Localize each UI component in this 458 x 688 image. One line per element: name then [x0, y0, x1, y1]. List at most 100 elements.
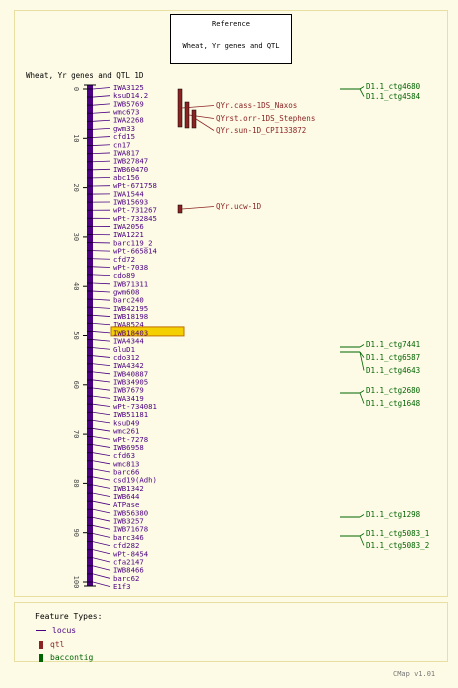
locus-connector	[92, 460, 111, 465]
locus-label: wmc813	[113, 459, 139, 468]
legend-swatch	[36, 630, 46, 631]
locus-label: cfd72	[113, 255, 135, 264]
contig-label: D1.1_ctg5083_2	[366, 541, 429, 550]
locus-label: cfd63	[113, 451, 135, 460]
locus-connector	[92, 111, 111, 114]
contig-label: D1.1_ctg7441	[366, 340, 420, 349]
locus-label: abc156	[113, 173, 139, 182]
map-panel	[14, 10, 448, 597]
locus-label: gwm33	[113, 124, 135, 133]
locus-label: cfd282	[113, 541, 139, 550]
locus-label: IWA3125	[113, 83, 144, 92]
contig-label: D1.1_ctg6587	[366, 353, 420, 362]
locus-label: cfa2147	[113, 557, 144, 566]
locus-label: IWB51181	[113, 410, 148, 419]
locus-label: IWB15693	[113, 198, 148, 207]
locus-label: IWA1221	[113, 230, 144, 239]
qtl-bar	[191, 109, 197, 129]
locus-connector	[92, 160, 111, 163]
locus-connector	[92, 565, 111, 571]
locus-label: csd19(Adh)	[113, 476, 157, 485]
axis-tick-label: 80	[72, 479, 80, 487]
locus-connector	[92, 355, 111, 358]
locus-label: IWB18198	[113, 312, 148, 321]
locus-connector	[92, 395, 111, 399]
locus-connector	[92, 298, 111, 301]
locus-label: IWA2056	[113, 222, 144, 231]
locus-connector	[92, 516, 111, 522]
reference-box: Reference Wheat, Yr genes and QTL	[170, 14, 292, 64]
locus-label: IWA2268	[113, 116, 144, 125]
locus-label: barc346	[113, 533, 144, 542]
qtl-connector	[181, 206, 215, 210]
locus-connector	[92, 144, 111, 146]
qtl-bar	[184, 101, 190, 129]
locus-connector	[92, 581, 111, 587]
locus-connector	[92, 573, 111, 579]
legend-title: Feature Types:	[35, 612, 103, 621]
locus-label: wPt-731267	[113, 206, 157, 215]
locus-label: wPt-8454	[113, 549, 149, 558]
locus-connector	[92, 557, 111, 563]
locus-label: IWA4342	[113, 361, 144, 370]
qtl-connector	[195, 118, 215, 131]
locus-connector	[92, 306, 111, 309]
qtl-bar	[177, 204, 183, 214]
qtl-label: QYr.cass-1DS_Naxos	[216, 101, 297, 110]
locus-connector	[92, 508, 111, 514]
locus-connector	[92, 468, 111, 473]
map-title: Wheat, Yr genes and QTL 1D	[26, 71, 144, 80]
locus-label: barc66	[113, 467, 139, 476]
locus-connector	[92, 322, 111, 326]
locus-connector	[92, 258, 111, 260]
locus-connector	[92, 274, 111, 277]
legend-item-locus: locus	[36, 626, 76, 635]
locus-connector	[92, 444, 111, 448]
reference-label: Reference	[212, 20, 250, 28]
axis-tick-label: 50	[72, 331, 80, 339]
locus-connector	[92, 387, 111, 391]
axis-tick-label: 10	[72, 134, 80, 142]
qtl-label: QYr.ucw-1D	[216, 202, 262, 211]
contig-label: D1.1_ctg4643	[366, 366, 420, 375]
qtl-label: QYrst.orr-1DS_Stephens	[216, 114, 315, 123]
locus-connector	[92, 152, 111, 155]
chromosome-bar	[87, 85, 93, 586]
axis-tick-label: 70	[72, 430, 80, 438]
contig-label: D1.1_ctg1298	[366, 510, 421, 519]
locus-connector	[92, 119, 111, 122]
locus-connector	[92, 168, 111, 171]
locus-label: IWB71678	[113, 525, 148, 534]
locus-connector	[92, 371, 111, 375]
contig-label: D1.1_ctg1648	[366, 399, 421, 408]
legend-swatch	[39, 653, 43, 662]
locus-connector	[92, 452, 111, 457]
contig-label: D1.1_ctg4680	[366, 82, 421, 91]
locus-label: wmc673	[113, 108, 139, 117]
locus-label: wmc261	[113, 427, 139, 436]
locus-connector	[92, 290, 111, 293]
locus-connector	[92, 379, 111, 383]
locus-label: IWB56380	[113, 508, 148, 517]
locus-connector	[92, 87, 111, 90]
contig-connector	[359, 351, 365, 358]
locus-label: wPt-665814	[113, 247, 158, 256]
locus-connector	[92, 541, 111, 546]
axis-tick-label: 20	[72, 183, 80, 191]
legend-item-baccontig: baccontig	[36, 653, 93, 662]
contig-label: D1.1_ctg5083_1	[366, 529, 429, 538]
axis-tick-label: 0	[72, 87, 80, 91]
reference-title: Wheat, Yr genes and QTL	[182, 42, 280, 50]
locus-label: wPt-7278	[113, 435, 148, 444]
locus-connector	[92, 403, 111, 407]
axis-tick-label: 40	[72, 282, 80, 290]
locus-connector	[92, 103, 111, 106]
locus-connector	[92, 428, 111, 432]
cmap-version: CMap v1.01	[393, 670, 436, 678]
locus-label: GluD1	[113, 345, 135, 354]
locus-label: IWB7679	[113, 386, 144, 395]
locus-connector	[92, 331, 111, 334]
locus-label: gwm608	[113, 288, 139, 297]
locus-label: IWA1544	[113, 189, 144, 198]
locus-label: cn17	[113, 140, 131, 149]
